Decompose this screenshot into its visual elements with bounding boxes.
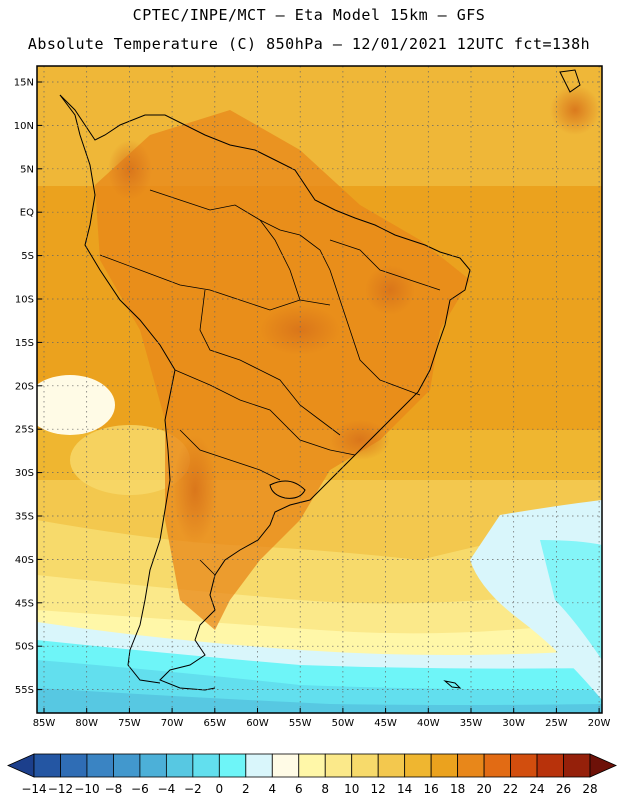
colorbar [7, 753, 617, 778]
lon-label: 40W [417, 718, 440, 729]
colorbar-tick-label: 8 [321, 782, 329, 796]
colorbar-swatch [245, 753, 273, 778]
colorbar-swatch [404, 753, 432, 778]
lat-label: 5S [21, 251, 34, 262]
colorbar-swatch [324, 753, 353, 778]
lat-label: 10N [14, 121, 34, 132]
colorbar-tick-label: −8 [105, 782, 123, 796]
colorbar-swatch [192, 753, 220, 778]
lat-label: 55S [15, 685, 34, 696]
lon-label: 85W [33, 718, 56, 729]
colorbar-over-arrow [589, 753, 617, 778]
lon-label: 70W [161, 718, 184, 729]
lat-label: 45S [15, 598, 34, 609]
colorbar-swatch [139, 753, 167, 778]
colorbar-swatch [165, 753, 194, 778]
lat-label: 10S [15, 295, 34, 306]
colorbar-tick-label: 24 [529, 782, 544, 796]
colorbar-swatch [60, 753, 88, 778]
colorbar-swatch [33, 753, 61, 778]
temperature-field [37, 66, 602, 713]
colorbar-tick-label: 18 [450, 782, 465, 796]
colorbar-tick-label: −12 [48, 782, 73, 796]
colorbar-swatch [563, 753, 591, 778]
colorbar-tick-label: 16 [424, 782, 439, 796]
lat-label: 50S [15, 642, 34, 653]
longitude-labels: 85W 80W 75W 70W 65W 60W 55W 50W 45W 40W 35W 30W 25W 2… [33, 708, 611, 729]
lon-label: 30W [502, 718, 525, 729]
lon-label: 45W [374, 718, 397, 729]
colorbar-tick-label: −4 [158, 782, 176, 796]
lat-label: 35S [15, 512, 34, 523]
colorbar-swatch [510, 753, 538, 778]
colorbar-tick-label: 26 [556, 782, 571, 796]
lat-label: 25S [15, 425, 34, 436]
colorbar-swatch [377, 753, 406, 778]
colorbar-tick-label: −2 [184, 782, 202, 796]
colorbar-swatch [536, 753, 564, 778]
colorbar-tick-label: 28 [582, 782, 597, 796]
colorbar-tick-label: 4 [268, 782, 276, 796]
lon-label: 65W [203, 718, 226, 729]
colorbar-swatch [113, 753, 141, 778]
colorbar-swatch [351, 753, 379, 778]
lat-label: 30S [15, 468, 34, 479]
lon-label: 75W [118, 718, 141, 729]
title-line-1: CPTEC/INPE/MCT – Eta Model 15km – GFS [132, 6, 486, 24]
colorbar-tick-label: 2 [242, 782, 250, 796]
lon-label: 35W [460, 718, 483, 729]
lat-label: 15N [14, 78, 34, 89]
map-frame [36, 65, 603, 714]
lon-label: 80W [75, 718, 98, 729]
colorbar-tick-label: −10 [74, 782, 99, 796]
colorbar-swatch [483, 753, 511, 778]
lat-label: 20S [15, 381, 34, 392]
coastlines [59, 69, 581, 691]
colorbar-tick-label: 22 [503, 782, 518, 796]
colorbar-tick-label: −14 [21, 782, 46, 796]
colorbar-tick-label: 14 [397, 782, 412, 796]
title-line-2: Absolute Temperature (C) 850hPa – 12/01/… [27, 35, 591, 53]
colorbar-tick-label: 10 [344, 782, 359, 796]
colorbar-swatch [430, 753, 459, 778]
colorbar-swatch [86, 753, 114, 778]
latitude-labels: 15N 10N 5N EQ 5S 10S 15S 20S 25S 30S 35S 40S 45S 50S 5… [14, 78, 42, 696]
colorbar-tick-label: 20 [476, 782, 491, 796]
colorbar-tick-label: 6 [295, 782, 303, 796]
graticule [37, 66, 602, 713]
lat-label: 15S [15, 338, 34, 349]
lat-label: EQ [20, 208, 34, 219]
colorbar-under-arrow [7, 753, 35, 778]
lat-label: 5N [20, 164, 34, 175]
colorbar-swatch [218, 753, 247, 778]
colorbar-tick-label: −6 [131, 782, 149, 796]
lon-label: 50W [332, 718, 355, 729]
colorbar-labels: −14 −12 −10 −8 −6 −4 −2 0 2 4 6 8 10 12 14 16 18 20 22 24 26… [21, 782, 597, 796]
lat-label: 40S [15, 555, 34, 566]
colorbar-swatch [298, 753, 326, 778]
colorbar-tick-label: 12 [371, 782, 386, 796]
country-borders [99, 189, 441, 576]
colorbar-swatch [457, 753, 485, 778]
lon-label: 20W [588, 718, 611, 729]
lon-label: 60W [246, 718, 269, 729]
colorbar-tick-label: 0 [216, 782, 224, 796]
colorbar-swatch [271, 753, 300, 778]
lon-label: 55W [289, 718, 312, 729]
lon-label: 25W [545, 718, 568, 729]
